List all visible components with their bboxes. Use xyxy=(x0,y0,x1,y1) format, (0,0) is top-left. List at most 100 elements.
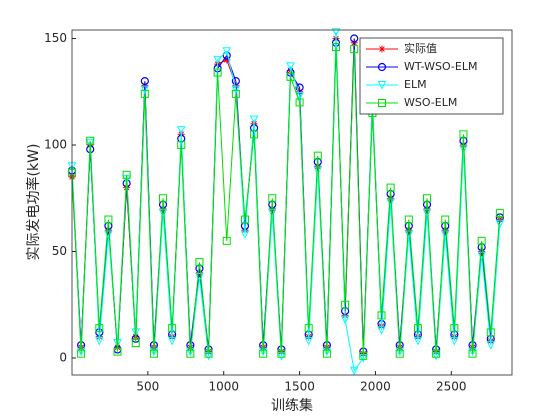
marker xyxy=(113,347,122,356)
marker xyxy=(450,324,459,333)
y-tick-label: 100 xyxy=(44,138,67,152)
y-axis-label: 实际发电功率(kW) xyxy=(25,144,42,261)
marker xyxy=(140,77,149,86)
legend-label: WT-WSO-ELM xyxy=(404,60,477,73)
marker xyxy=(259,349,268,358)
marker xyxy=(423,194,432,203)
marker xyxy=(104,215,113,224)
marker xyxy=(186,349,195,358)
marker xyxy=(249,115,259,125)
y-tick-label: 50 xyxy=(52,244,67,258)
marker xyxy=(231,89,240,98)
legend-label: 实际值 xyxy=(404,41,437,55)
marker xyxy=(223,56,231,64)
marker xyxy=(195,258,204,267)
marker xyxy=(486,328,495,337)
marker xyxy=(176,126,186,135)
marker xyxy=(131,339,140,348)
marker xyxy=(167,336,177,346)
marker xyxy=(332,43,340,52)
marker xyxy=(404,215,413,224)
legend: 实际值 WT-WSO-ELM ELM WSO-ELM xyxy=(359,37,504,115)
marker xyxy=(295,98,304,107)
marker xyxy=(331,28,341,37)
marker xyxy=(413,336,423,346)
marker xyxy=(468,349,477,358)
marker xyxy=(77,349,86,358)
marker xyxy=(441,215,450,224)
x-tick-label: 1500 xyxy=(284,380,315,394)
marker xyxy=(495,209,504,218)
x-tick-label: 2000 xyxy=(360,380,391,394)
axes-box xyxy=(71,29,513,376)
marker xyxy=(386,198,395,208)
marker xyxy=(377,81,387,90)
marker xyxy=(378,99,386,107)
marker xyxy=(386,183,395,192)
marker xyxy=(140,89,149,98)
x-axis-label: 训练集 xyxy=(271,397,313,414)
legend-label: ELM xyxy=(404,78,427,91)
marker xyxy=(222,47,232,56)
marker xyxy=(213,68,222,77)
marker xyxy=(177,141,186,149)
marker xyxy=(250,130,259,139)
marker xyxy=(231,77,240,86)
marker xyxy=(295,83,304,92)
marker xyxy=(95,324,104,333)
legend-label: WSO-ELM xyxy=(404,96,457,109)
marker xyxy=(268,194,277,203)
marker xyxy=(113,339,122,348)
marker xyxy=(86,136,95,145)
marker xyxy=(349,366,359,376)
marker xyxy=(168,324,177,333)
marker xyxy=(159,194,168,203)
marker xyxy=(377,311,386,320)
marker xyxy=(350,45,359,54)
marker xyxy=(422,209,432,218)
marker xyxy=(85,138,95,148)
marker xyxy=(359,351,368,360)
marker xyxy=(313,166,323,176)
marker xyxy=(377,62,387,72)
marker xyxy=(477,236,486,245)
marker xyxy=(486,341,496,350)
marker xyxy=(341,300,350,309)
marker xyxy=(158,209,168,218)
marker xyxy=(432,349,441,358)
marker xyxy=(304,336,313,346)
series-line xyxy=(71,47,501,356)
marker xyxy=(222,236,231,245)
marker xyxy=(286,62,295,71)
x-tick-label: 1000 xyxy=(208,380,239,394)
marker xyxy=(304,324,313,333)
marker xyxy=(286,72,295,81)
marker xyxy=(459,130,468,139)
marker xyxy=(267,209,277,218)
marker xyxy=(350,34,359,43)
marker xyxy=(413,324,422,333)
x-tick-label: 2500 xyxy=(436,380,467,394)
marker xyxy=(450,336,459,346)
marker xyxy=(378,45,386,53)
marker xyxy=(204,349,213,358)
marker xyxy=(340,315,350,325)
marker xyxy=(149,349,158,358)
marker xyxy=(495,219,505,229)
marker xyxy=(231,85,241,95)
marker xyxy=(313,151,322,160)
y-tick-label: 150 xyxy=(44,31,67,45)
marker xyxy=(395,349,404,358)
marker xyxy=(240,230,250,240)
plot-area xyxy=(67,28,505,376)
marker xyxy=(322,349,331,358)
marker xyxy=(213,55,222,65)
marker xyxy=(95,336,104,346)
marker xyxy=(377,326,386,335)
marker xyxy=(131,328,141,338)
marker xyxy=(140,85,150,95)
marker xyxy=(240,215,249,224)
y-tick-label: 0 xyxy=(59,350,67,364)
